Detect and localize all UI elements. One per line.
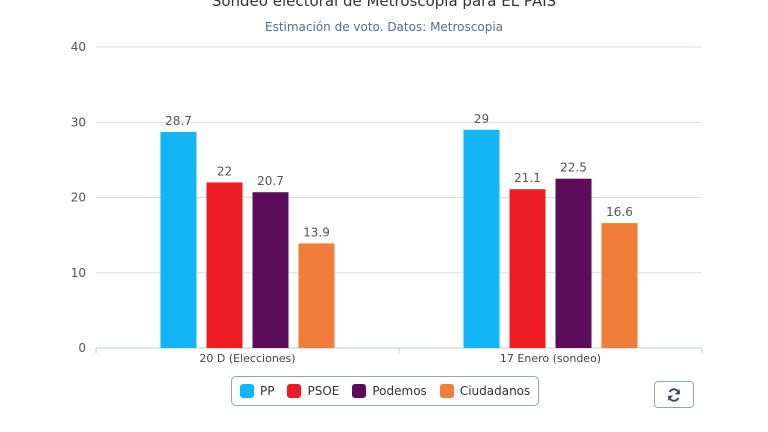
legend-label: PP	[260, 384, 275, 398]
chart-title: Sondeo electoral de Metroscopia para EL …	[211, 0, 557, 10]
bar	[206, 182, 243, 348]
x-tick-label: 20 D (Elecciones)	[199, 352, 295, 365]
bar	[252, 192, 289, 348]
legend-item-podemos[interactable]: Podemos	[352, 384, 427, 398]
y-tick-label: 40	[71, 40, 86, 54]
y-tick-label: 0	[78, 341, 86, 355]
legend-swatch	[352, 384, 367, 398]
data-label: 21.1	[514, 171, 541, 185]
bar	[601, 223, 638, 348]
legend-label: PSOE	[307, 384, 340, 398]
legend-label: Ciudadanos	[459, 384, 531, 398]
y-tick-label: 10	[71, 266, 86, 280]
data-label: 22.5	[560, 161, 587, 175]
refresh-icon	[668, 387, 680, 402]
bar	[555, 178, 592, 348]
bar	[298, 243, 335, 348]
data-label: 22	[217, 164, 232, 178]
data-label: 16.6	[606, 205, 633, 219]
chart-subtitle: Estimación de voto. Datos: Metroscopia	[264, 20, 504, 34]
data-label: 13.9	[303, 225, 330, 239]
data-label: 20.7	[257, 174, 284, 188]
legend: PP PSOE Podemos Ciudadanos	[231, 376, 540, 406]
bar	[160, 132, 197, 348]
x-tick-label: 17 Enero (sondeo)	[500, 352, 601, 365]
y-tick-label: 30	[71, 115, 86, 129]
y-tick-label: 20	[71, 191, 86, 205]
bar	[463, 129, 500, 348]
data-label: 28.7	[165, 114, 192, 128]
refresh-button[interactable]	[654, 381, 694, 408]
legend-item-pp[interactable]: PP	[240, 384, 274, 398]
legend-item-psoe[interactable]: PSOE	[287, 384, 339, 398]
legend-swatch	[240, 384, 254, 398]
legend-item-ciudadanos[interactable]: Ciudadanos	[439, 384, 531, 398]
data-label: 29	[474, 112, 489, 126]
legend-swatch	[287, 384, 302, 398]
legend-swatch	[439, 384, 454, 398]
bar	[509, 189, 546, 348]
legend-label: Podemos	[372, 384, 427, 398]
